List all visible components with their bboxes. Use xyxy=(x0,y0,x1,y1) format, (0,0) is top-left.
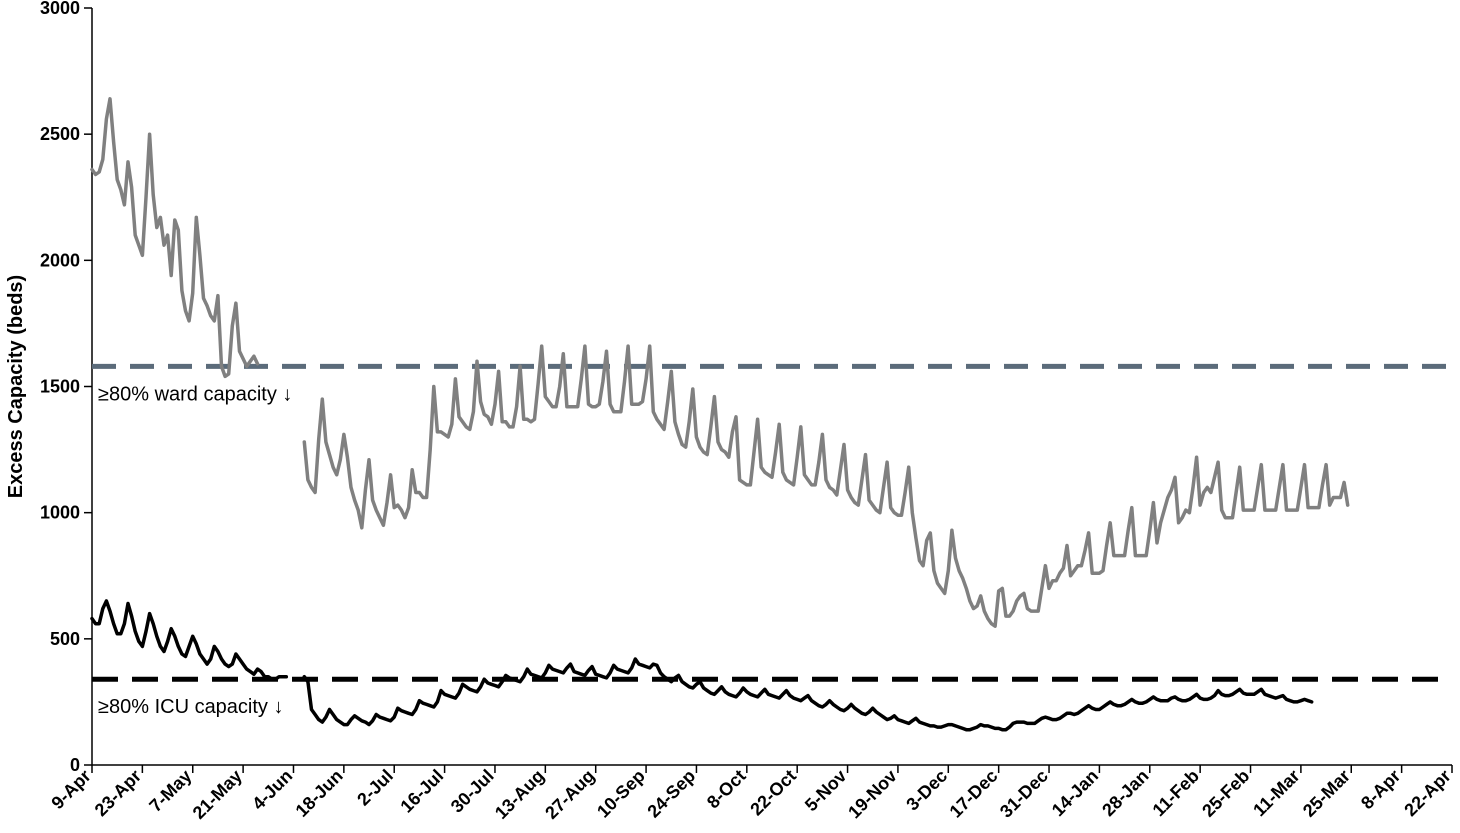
y-tick-label: 2000 xyxy=(40,250,80,270)
y-tick-label: 3000 xyxy=(40,0,80,18)
y-tick-label: 500 xyxy=(50,629,80,649)
icu-80-threshold-label: ≥80% ICU capacity ↓ xyxy=(98,696,284,718)
excess-capacity-chart: 050010001500200025003000Excess Capacity … xyxy=(0,0,1460,833)
y-tick-label: 1000 xyxy=(40,503,80,523)
y-axis-title: Excess Capacity (beds) xyxy=(5,275,27,498)
ward-80-threshold-label: ≥80% ward capacity ↓ xyxy=(98,383,292,405)
y-tick-label: 2500 xyxy=(40,124,80,144)
chart-svg: 050010001500200025003000Excess Capacity … xyxy=(0,0,1460,833)
y-tick-label: 1500 xyxy=(40,377,80,397)
